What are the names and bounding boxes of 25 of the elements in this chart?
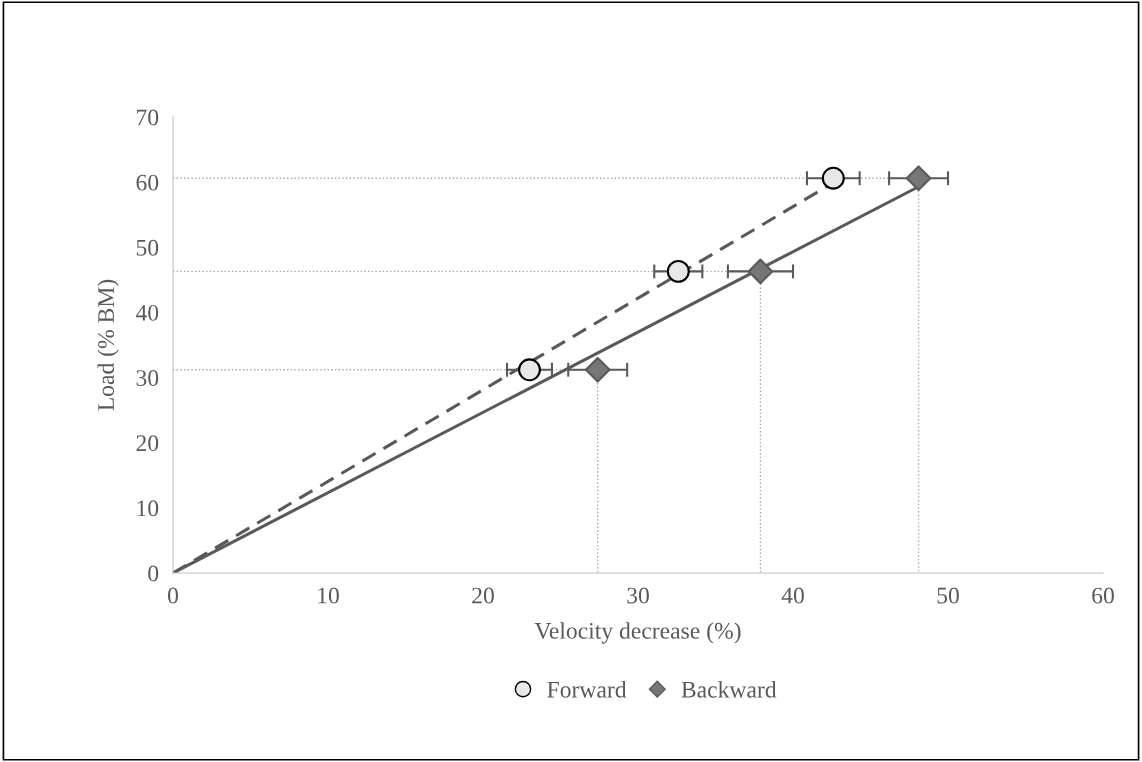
y-tick-label: 10 [137,500,159,517]
x-tick-label: 40 [781,587,804,604]
point [821,166,845,190]
x-tick-label: 20 [472,587,494,604]
x-tick-label: 0 [168,587,178,604]
point [666,259,690,283]
legend-label: Forward [547,681,627,698]
y-tick-label: 40 [135,304,159,321]
x-axis-title: Velocity decrease (%) [534,622,741,644]
y-tick-label: 60 [136,174,159,191]
point [518,358,541,382]
x-tick-label: 50 [937,587,959,604]
y-tick-label: 70 [137,109,159,126]
y-tick-label: 30 [136,370,159,386]
y-tick-label: 0 [148,565,159,582]
x-tick-label: 30 [627,587,649,604]
y-tick-label: 20 [136,435,159,452]
point [747,258,774,285]
y-tick-label: 50 [136,239,159,256]
x-tick-label: 10 [318,587,339,604]
point [584,356,611,383]
legend-label: Backward [681,681,777,698]
point [905,165,932,192]
y-axis-title: Load (% BM) [97,279,119,411]
x-tick-label: 60 [1092,587,1114,604]
